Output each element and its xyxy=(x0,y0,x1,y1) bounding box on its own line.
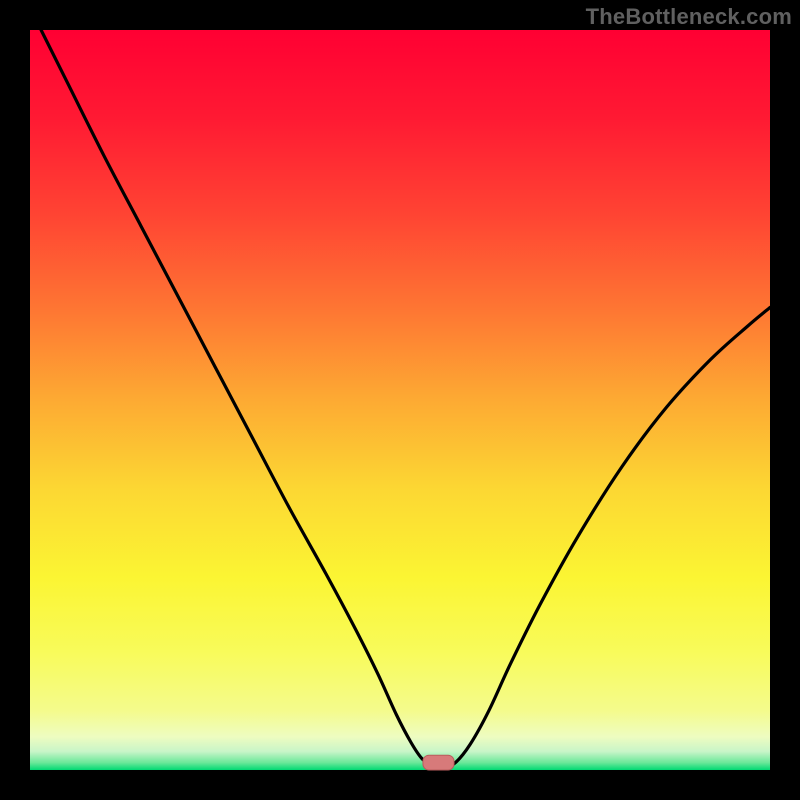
chart-container: TheBottleneck.com xyxy=(0,0,800,800)
chart-gradient-area xyxy=(30,30,770,770)
bottleneck-chart xyxy=(0,0,800,800)
optimal-marker xyxy=(423,755,454,770)
watermark-text: TheBottleneck.com xyxy=(586,4,792,30)
